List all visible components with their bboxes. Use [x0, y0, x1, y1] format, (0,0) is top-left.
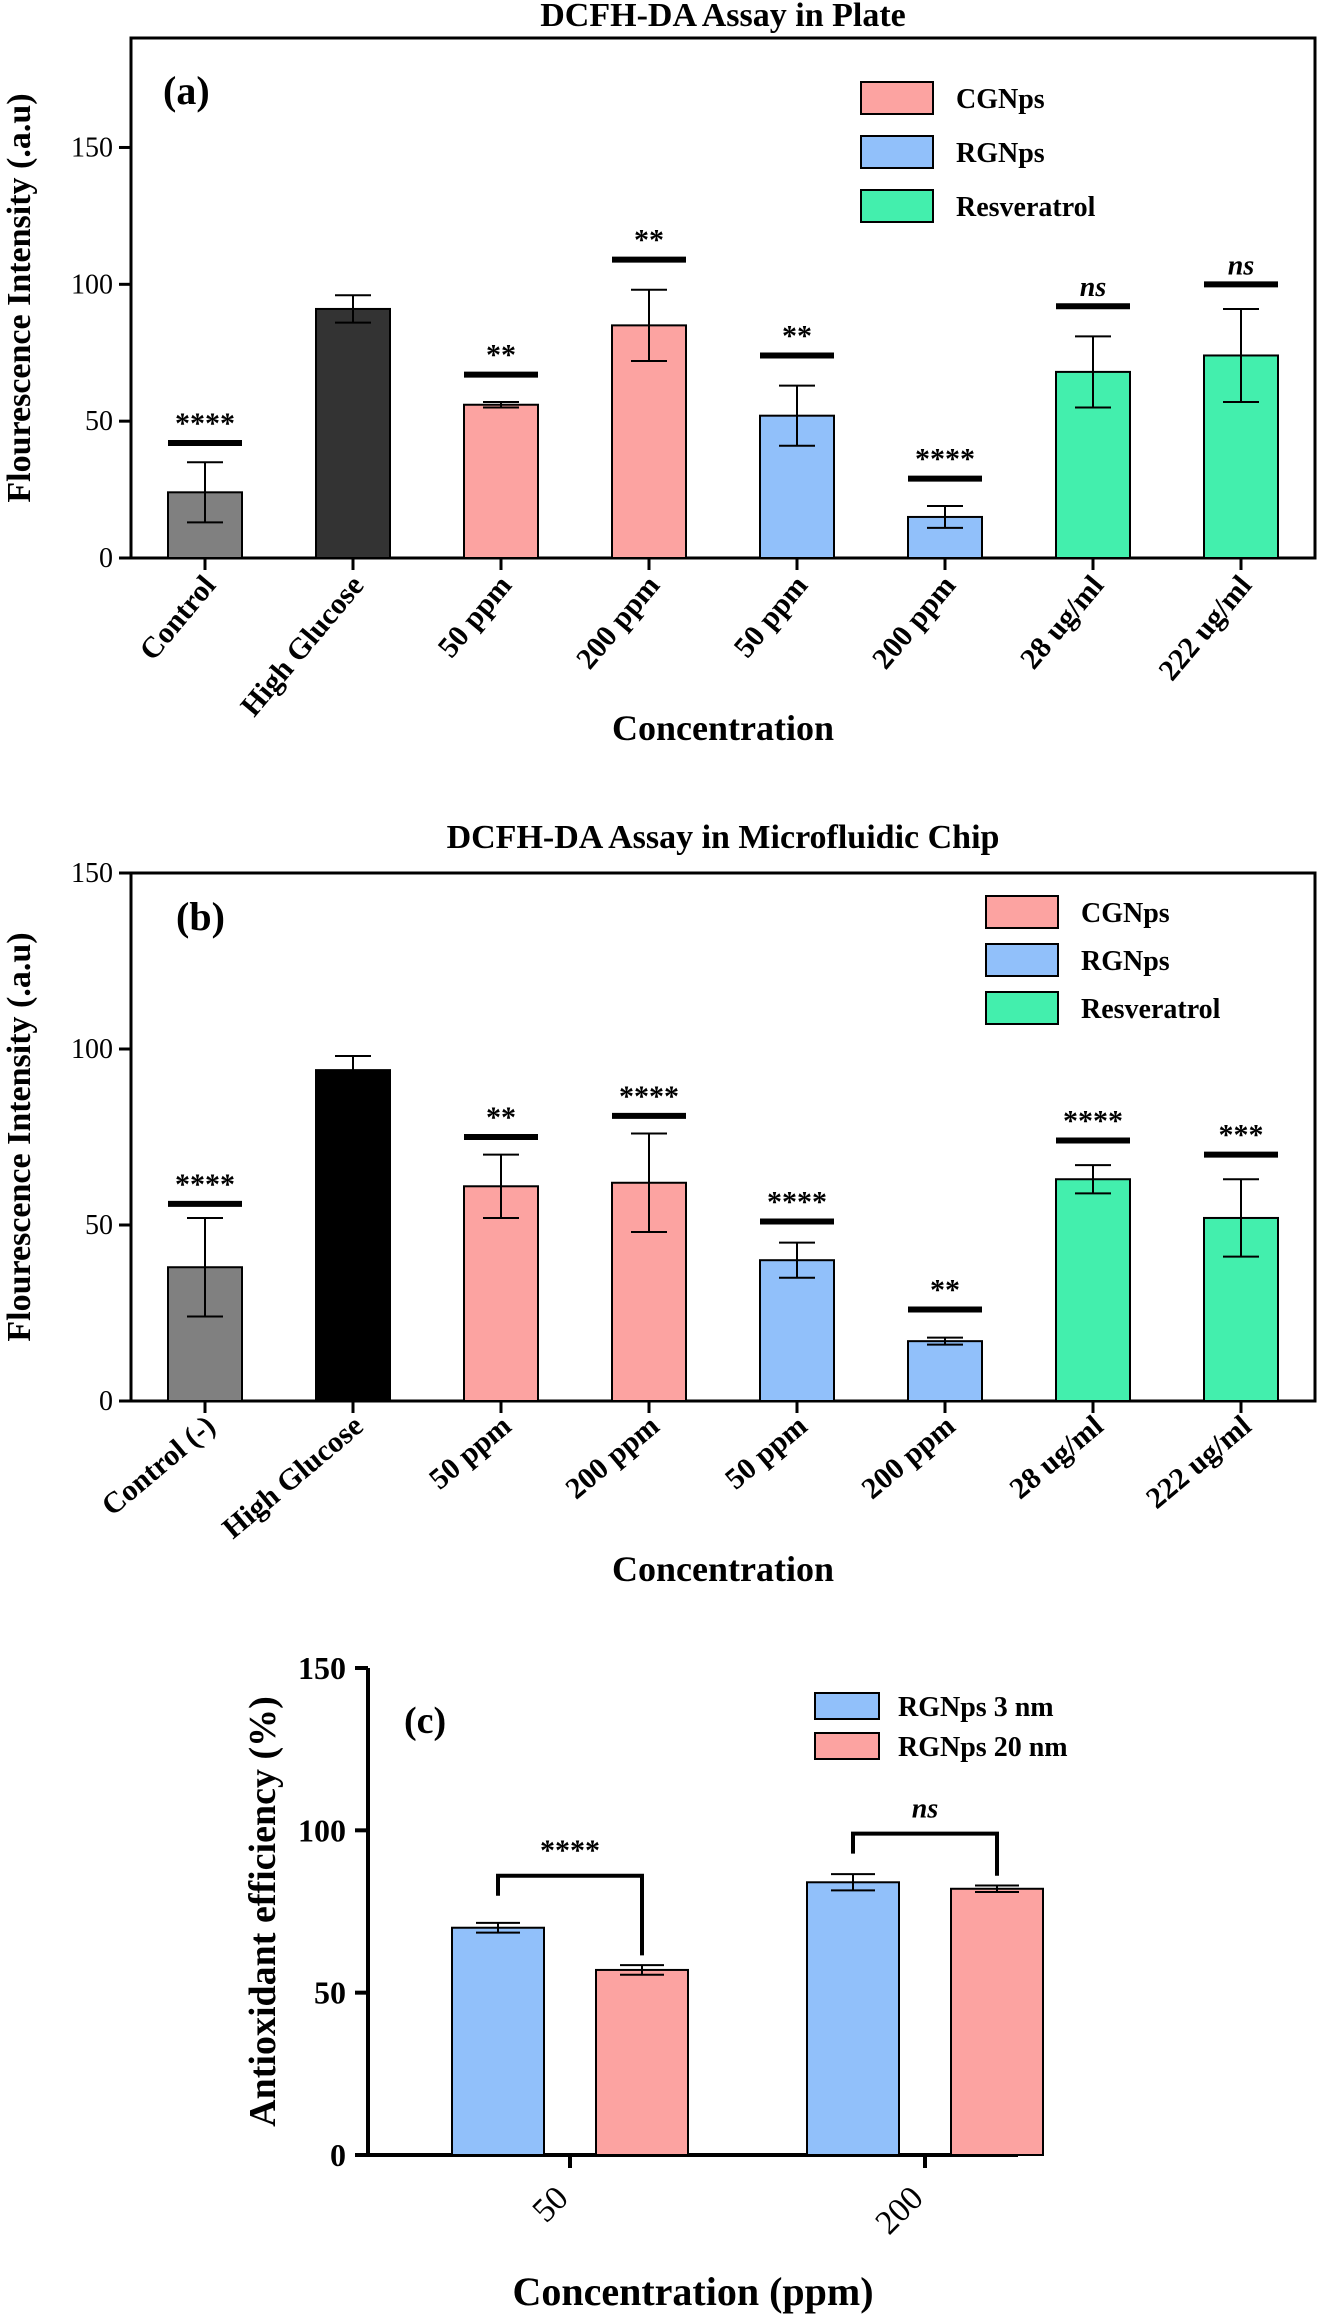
- y-axis-title: Antioxidant efficiency (%): [242, 1696, 284, 2127]
- legend-swatch: [860, 189, 934, 223]
- significance-label: ns: [1228, 250, 1255, 281]
- y-tick-label: 150: [71, 858, 113, 889]
- y-tick-label: 150: [298, 1650, 346, 1686]
- x-tick-label: 222 ug/ml: [1140, 1409, 1258, 1515]
- x-tick-label: High Glucose: [216, 1409, 369, 1545]
- legend-label: Resveratrol: [1081, 994, 1221, 1025]
- x-tick-label: 50 ppm: [719, 1409, 814, 1496]
- legend-label: RGNps: [956, 138, 1045, 169]
- y-tick-label: 50: [314, 1975, 346, 2011]
- chart-b: DCFH-DA Assay in Microfluidic Chip (b) 0 50…: [1, 819, 1317, 1589]
- x-tick-label: 200 ppm: [866, 569, 963, 675]
- y-tick-label: 150: [71, 132, 113, 163]
- legend-label: CGNps: [1081, 898, 1170, 929]
- significance-label: ****: [767, 1185, 827, 1218]
- legend-label: RGNps: [1081, 946, 1170, 977]
- plot-frame: [129, 871, 1317, 1403]
- legend-swatch: [814, 1732, 880, 1760]
- y-axis-title: Flourescence Intensity (.a.u): [1, 93, 38, 502]
- bar: [907, 1340, 983, 1403]
- significance-label: **: [782, 319, 812, 352]
- bar: [759, 1259, 835, 1402]
- significance-label: **: [634, 224, 664, 257]
- panel-label: (b): [176, 894, 225, 939]
- bar: [315, 307, 391, 559]
- y-tick-label: 50: [85, 1210, 113, 1241]
- x-tick-label: 200: [868, 2179, 930, 2241]
- chart-c: (c) 0 50 100 150 Antioxidant efficiency (%) Co…: [242, 1650, 1068, 2314]
- y-axis-title: Flourescence Intensity (.a.u): [1, 932, 38, 1341]
- x-tick-label: 50 ppm: [431, 569, 518, 664]
- panel-label: (a): [163, 68, 210, 113]
- x-tick-label: High Glucose: [234, 569, 370, 722]
- significance-label: ****: [1063, 1105, 1123, 1138]
- bar: [806, 1881, 900, 2157]
- significance-label: **: [486, 1101, 516, 1134]
- y-tick-label: 100: [71, 269, 113, 300]
- legend-swatch: [985, 991, 1059, 1025]
- x-axis-title: Concentration (ppm): [512, 2269, 873, 2314]
- panel-label: (c): [404, 1700, 446, 1742]
- significance-label: ***: [1219, 1119, 1264, 1152]
- comparison-label: ns: [912, 1794, 939, 1825]
- y-tick-label: 0: [99, 1386, 113, 1417]
- chart-a: DCFH-DA Assay in Plate (a) 0 50 100 150 Floure…: [1, 0, 1317, 748]
- x-axis-title: Concentration: [612, 708, 834, 748]
- bar: [595, 1968, 689, 2156]
- bar: [1055, 1178, 1131, 1402]
- comparison-label: ****: [540, 1834, 600, 1867]
- legend-swatch: [985, 895, 1059, 929]
- significance-label: **: [486, 339, 516, 372]
- x-tick-label: Control: [133, 569, 222, 666]
- significance-label: ****: [619, 1080, 679, 1113]
- significance-label: ****: [175, 1168, 235, 1201]
- y-tick-label: 50: [85, 406, 113, 437]
- legend-swatch: [860, 135, 934, 169]
- y-tick-label: 100: [298, 1812, 346, 1848]
- bar: [315, 1069, 391, 1402]
- comparison-bracket: [851, 1831, 999, 1876]
- x-tick-label: 200 ppm: [559, 1409, 665, 1506]
- y-tick-label: 0: [99, 543, 113, 574]
- x-tick-label: 200 ppm: [855, 1409, 961, 1506]
- y-tick-label: 0: [330, 2137, 346, 2173]
- x-tick-label: 200 ppm: [570, 569, 667, 675]
- x-tick-label: 50: [525, 2179, 575, 2229]
- significance-label: ****: [175, 407, 235, 440]
- bar: [463, 403, 539, 559]
- bar: [451, 1926, 545, 2156]
- significance-label: **: [930, 1273, 960, 1306]
- legend-swatch: [814, 1692, 880, 1720]
- bar: [950, 1887, 1044, 2156]
- x-tick-label: 222 ug/ml: [1152, 569, 1258, 687]
- x-tick-label: 28 ug/ml: [1003, 1409, 1109, 1506]
- legend-label: Resveratrol: [956, 192, 1096, 223]
- x-tick-label: 50 ppm: [727, 569, 814, 664]
- significance-label: ns: [1080, 272, 1107, 303]
- x-tick-label: 28 ug/ml: [1014, 569, 1111, 675]
- y-tick-label: 100: [71, 1034, 113, 1065]
- comparison-bracket: [496, 1873, 644, 1956]
- chart-title: DCFH-DA Assay in Plate: [540, 0, 906, 34]
- x-tick-label: 50 ppm: [423, 1409, 518, 1496]
- significance-label: ****: [915, 443, 975, 476]
- x-tick-label: Control (-): [95, 1409, 221, 1522]
- x-axis-title: Concentration: [612, 1549, 834, 1589]
- chart-title: DCFH-DA Assay in Microfluidic Chip: [447, 819, 1000, 856]
- legend-swatch: [860, 81, 934, 115]
- plot-frame: [129, 36, 1317, 560]
- legend-swatch: [985, 943, 1059, 977]
- legend-label: RGNps 20 nm: [898, 1732, 1068, 1763]
- legend-label: RGNps 3 nm: [898, 1692, 1054, 1723]
- legend-label: CGNps: [956, 84, 1045, 115]
